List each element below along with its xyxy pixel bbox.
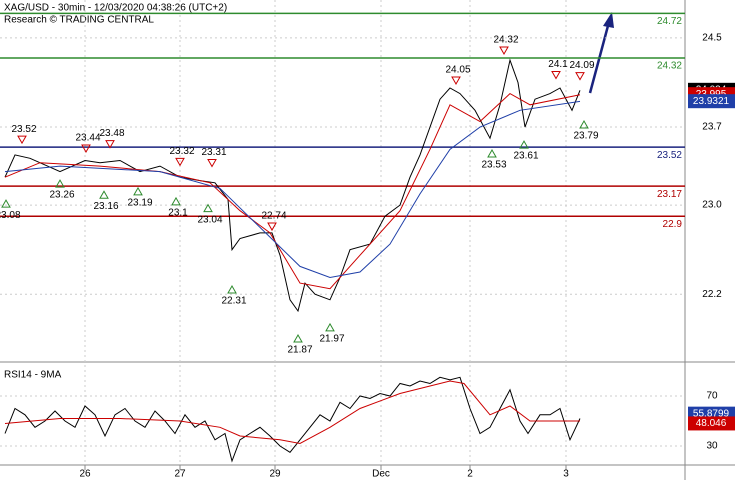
- peak-label: 24.05: [445, 65, 470, 76]
- peak-label: 23.31: [201, 147, 226, 158]
- peak-marker: [207, 159, 217, 168]
- trough-marker: [133, 186, 143, 196]
- peak-label: 24.1: [548, 59, 568, 70]
- last-value-box: [688, 416, 735, 431]
- series-line: [4, 58, 581, 313]
- y-tick-label: 22.2: [702, 289, 722, 300]
- rsi-label: RSI14 - 9MA: [4, 370, 62, 381]
- chart-subtitle: Research © TRADING CENTRAL: [4, 15, 154, 26]
- trough-marker: [325, 322, 335, 332]
- trough-marker: [293, 334, 303, 343]
- y-tick-label: 23.7: [702, 122, 722, 133]
- last-value-box: [688, 94, 735, 109]
- chart-title: XAG/USD - 30min - 12/03/2020 04:38:26 (U…: [4, 3, 227, 14]
- trough-marker: [519, 140, 529, 149]
- peak-label: 22.74: [261, 211, 286, 222]
- series-line: [4, 92, 581, 290]
- peak-label: 23.32: [169, 146, 194, 157]
- y-tick-label: 23.0: [702, 200, 722, 211]
- peak-marker: [551, 70, 561, 80]
- trough-label: 23.1: [168, 208, 188, 219]
- trough-marker: [487, 148, 497, 158]
- trough-marker: [1, 199, 11, 208]
- x-tick-label: 27: [174, 469, 186, 480]
- peak-marker: [175, 157, 185, 167]
- last-value-label: 48.046: [696, 418, 727, 429]
- x-tick-label: 2: [467, 469, 473, 480]
- trough-label: 21.87: [287, 345, 312, 356]
- level-label: 23.52: [657, 150, 682, 161]
- last-value-label: 23.9321: [693, 96, 730, 107]
- peak-marker: [451, 76, 461, 86]
- trough-label: 23.53: [481, 160, 506, 171]
- level-label: 24.72: [657, 16, 682, 27]
- peak-label: 23.52: [11, 124, 36, 135]
- trough-label: 23.04: [197, 214, 222, 225]
- trough-label: 23.79: [573, 131, 598, 142]
- peak-marker: [499, 46, 509, 55]
- x-tick-label: 26: [79, 469, 91, 480]
- peak-marker: [105, 140, 115, 149]
- trough-label: 23.61: [513, 151, 538, 162]
- level-label: 23.17: [657, 189, 682, 200]
- series-line: [4, 380, 580, 445]
- forecast-arrowhead: [603, 12, 614, 28]
- trough-marker: [55, 179, 65, 188]
- trough-label: 23.26: [49, 190, 74, 201]
- rsi-tick-label: 30: [706, 441, 718, 452]
- peak-marker: [81, 144, 91, 154]
- peak-label: 23.48: [99, 128, 124, 139]
- level-label: 22.9: [663, 219, 683, 230]
- peak-label: 24.32: [493, 35, 518, 46]
- trough-label: 23.08: [0, 210, 21, 221]
- trough-marker: [203, 203, 213, 213]
- trough-marker: [99, 190, 109, 199]
- peak-marker: [267, 222, 277, 232]
- last-value-label: 55.8799: [693, 408, 730, 419]
- peak-label: 23.44: [75, 133, 100, 144]
- series-line: [4, 376, 581, 463]
- peak-marker: [17, 135, 27, 145]
- trough-label: 23.16: [93, 201, 118, 212]
- trough-marker: [227, 284, 237, 294]
- trough-marker: [579, 120, 589, 129]
- rsi-tick-label: 70: [706, 391, 718, 402]
- x-tick-label: Dec: [372, 469, 390, 480]
- series-line: [4, 100, 581, 279]
- trough-label: 23.19: [127, 198, 152, 209]
- x-tick-label: 3: [563, 469, 569, 480]
- level-label: 24.32: [657, 61, 682, 72]
- trough-label: 22.31: [221, 296, 246, 307]
- y-tick-label: 24.5: [702, 33, 722, 44]
- trough-marker: [171, 196, 181, 206]
- trough-label: 21.97: [319, 334, 344, 345]
- peak-marker: [575, 72, 585, 81]
- x-tick-label: 29: [269, 469, 281, 480]
- peak-label: 24.09: [569, 60, 594, 71]
